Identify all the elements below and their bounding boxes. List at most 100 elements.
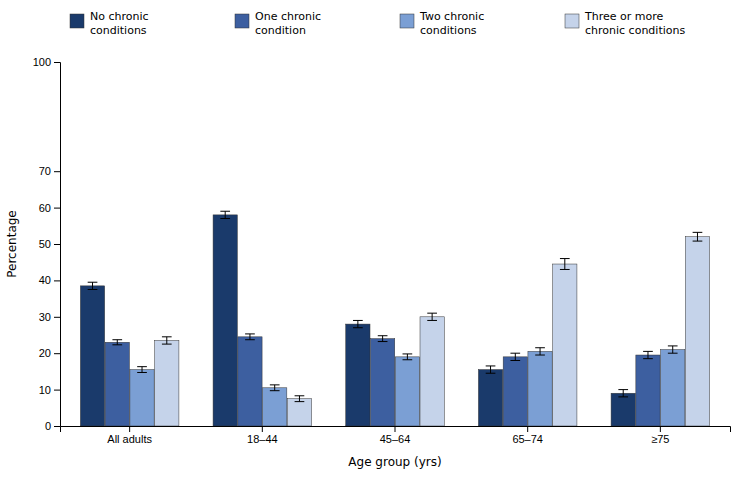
error-cap: [220, 218, 230, 219]
marks: [80, 211, 709, 426]
y-tick-label: 10: [39, 384, 51, 396]
error-bar: [353, 320, 363, 327]
error-bar: [427, 313, 437, 320]
error-cap: [88, 282, 98, 283]
error-cap: [510, 353, 520, 354]
error-stem: [142, 367, 143, 373]
error-stem: [166, 337, 167, 344]
error-bar: [220, 211, 230, 218]
error-stem: [697, 232, 698, 241]
bar: [395, 357, 419, 426]
error-cap: [378, 341, 388, 342]
bar: [611, 393, 635, 426]
y-tick: 20: [39, 347, 60, 359]
error-stem: [672, 346, 673, 353]
legend-label: One chroniccondition: [255, 10, 321, 36]
error-stem: [274, 385, 275, 391]
legend-label: Three or morechronic conditions: [584, 10, 685, 36]
y-tick-mark: [54, 353, 60, 354]
error-stem: [225, 211, 226, 218]
error-cap: [220, 211, 230, 212]
legend-swatch: [565, 14, 579, 28]
error-cap: [378, 335, 388, 336]
error-stem: [515, 353, 516, 360]
bar: [80, 286, 104, 426]
error-bar: [162, 337, 172, 344]
x-tick-mark: [527, 426, 528, 432]
error-cap: [353, 320, 363, 321]
error-bar: [560, 259, 570, 270]
x-tick-label: 65–74: [512, 433, 543, 445]
error-bar: [88, 282, 98, 289]
y-tick: 50: [39, 238, 60, 250]
error-stem: [564, 259, 565, 270]
bar: [420, 317, 444, 426]
x-tick-label: ≥75: [651, 433, 669, 445]
error-cap: [245, 333, 255, 334]
error-stem: [540, 348, 541, 355]
x-tick-mark: [660, 426, 661, 432]
error-stem: [117, 340, 118, 345]
bar: [238, 337, 262, 426]
plot: 010203040506070100All adults18–4445–6465…: [33, 56, 731, 445]
y-tick: 30: [39, 311, 60, 323]
error-cap: [668, 353, 678, 354]
y-tick: 40: [39, 274, 60, 286]
y-tick-mark: [54, 390, 60, 391]
error-bar: [486, 366, 496, 373]
error-cap: [295, 401, 305, 402]
x-axis: All adults18–4445–6465–74≥75: [61, 426, 731, 445]
bar: [685, 237, 709, 426]
y-axis: 010203040506070100: [33, 56, 61, 432]
legend-swatch: [400, 14, 414, 28]
error-bar: [378, 336, 388, 342]
bar: [105, 342, 129, 426]
error-stem: [432, 313, 433, 320]
x-tick-label: 18–44: [247, 433, 278, 445]
bar: [503, 357, 527, 426]
error-cap: [353, 327, 363, 328]
error-cap: [510, 360, 520, 361]
y-tick-label: 30: [39, 311, 51, 323]
error-bar: [137, 367, 147, 373]
error-stem: [647, 351, 648, 358]
error-cap: [618, 396, 628, 397]
bar: [661, 350, 685, 426]
legend: No chronicconditionsOne chroniccondition…: [70, 10, 685, 36]
error-bar: [270, 385, 280, 391]
error-cap: [535, 347, 545, 348]
legend-item: Three or morechronic conditions: [565, 10, 685, 36]
bar: [528, 351, 552, 426]
error-cap: [643, 351, 653, 352]
error-cap: [162, 336, 172, 337]
error-cap: [403, 353, 413, 354]
legend-swatch: [235, 14, 249, 28]
error-cap: [403, 359, 413, 360]
y-tick-label: 50: [39, 238, 51, 250]
x-tick: 45–64: [380, 426, 411, 445]
series: [155, 232, 710, 426]
x-tick: 18–44: [247, 426, 278, 445]
x-tick: ≥75: [651, 426, 669, 445]
chart: 010203040506070100All adults18–4445–6465…: [0, 0, 750, 478]
error-cap: [427, 320, 437, 321]
bar: [478, 370, 502, 426]
error-bar: [295, 396, 305, 402]
y-tick-label: 100: [33, 56, 51, 68]
x-axis-title: Age group (yrs): [348, 455, 441, 469]
error-bar: [668, 346, 678, 353]
error-bar: [403, 354, 413, 360]
bar: [263, 388, 287, 426]
error-cap: [137, 372, 147, 373]
error-cap: [270, 390, 280, 391]
error-cap: [270, 384, 280, 385]
bar: [155, 340, 179, 426]
error-cap: [535, 355, 545, 356]
y-tick-mark: [54, 208, 60, 209]
x-tick-mark: [129, 426, 130, 432]
error-cap: [427, 313, 437, 314]
error-cap: [137, 366, 147, 367]
error-stem: [407, 354, 408, 360]
error-bar: [618, 390, 628, 397]
error-cap: [693, 241, 703, 242]
